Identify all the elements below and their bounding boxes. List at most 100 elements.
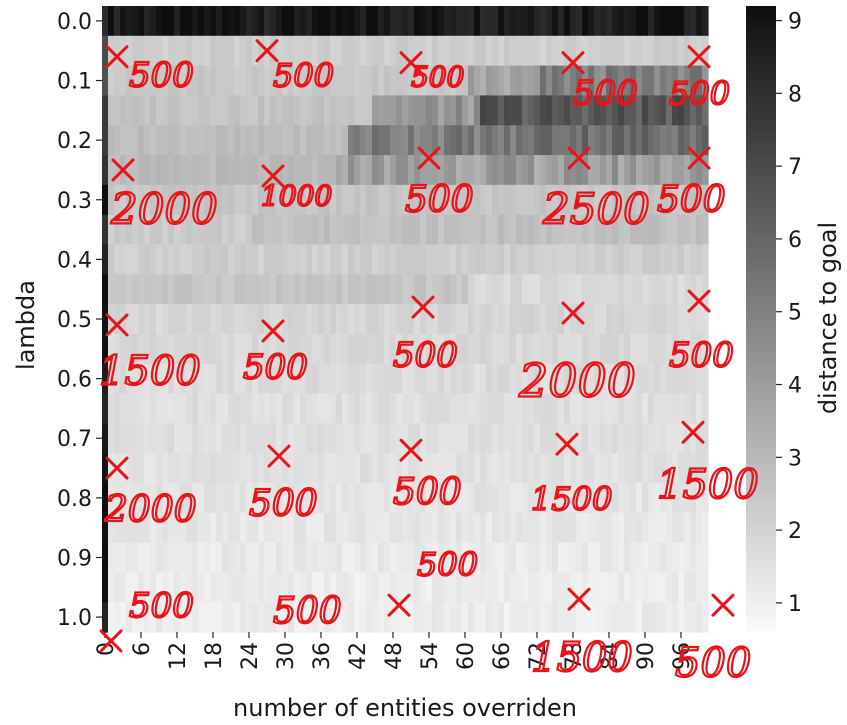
heatmap-cell xyxy=(624,572,631,603)
heatmap-cell xyxy=(336,304,343,335)
heatmap-cell xyxy=(366,304,373,335)
heatmap-cell xyxy=(474,393,481,424)
heatmap-cell xyxy=(210,363,217,395)
x-tick-label: 42 xyxy=(346,642,371,670)
heatmap-cell xyxy=(582,542,589,573)
heatmap-cell xyxy=(612,393,619,424)
heatmap-cell xyxy=(702,304,709,335)
heatmap-cell xyxy=(186,125,193,156)
heatmap-cell xyxy=(180,125,187,156)
heatmap-cell xyxy=(450,512,457,544)
heatmap-cell xyxy=(570,542,577,573)
heatmap-cell xyxy=(288,602,295,633)
heatmap-cell xyxy=(696,363,703,395)
heatmap-cell xyxy=(138,482,145,514)
heatmap-cell xyxy=(654,482,661,514)
heatmap-cell xyxy=(168,274,175,305)
heatmap-cell xyxy=(324,393,331,424)
heatmap-cell xyxy=(132,35,139,67)
heatmap-cell xyxy=(174,214,181,246)
heatmap-cell xyxy=(126,95,133,126)
heatmap-cell xyxy=(252,95,259,126)
heatmap-cell xyxy=(288,512,295,544)
heatmap-cell xyxy=(534,423,541,454)
heatmap-cell xyxy=(186,65,193,97)
heatmap-cell xyxy=(204,304,211,335)
heatmap-cell xyxy=(432,244,439,275)
heatmap-cell xyxy=(660,6,667,37)
heatmap-cell xyxy=(624,333,631,365)
heatmap-cell xyxy=(378,304,385,335)
heatmap-cell xyxy=(462,482,469,514)
heatmap-cell xyxy=(198,274,205,305)
heatmap-cell xyxy=(366,6,373,37)
heatmap-cell xyxy=(120,184,127,216)
heatmap-cell xyxy=(480,333,487,365)
heatmap-cell xyxy=(696,393,703,424)
heatmap-cell xyxy=(558,6,565,37)
heatmap-cell xyxy=(360,274,367,305)
heatmap-cell xyxy=(582,6,589,37)
heatmap-cell xyxy=(444,155,451,186)
heatmap-cell xyxy=(612,6,619,37)
heatmap-cell xyxy=(276,423,283,454)
heatmap-cell xyxy=(216,274,223,305)
heatmap-cell xyxy=(150,453,157,484)
heatmap-cell xyxy=(300,95,307,126)
heatmap-cell xyxy=(282,95,289,126)
heatmap-cell xyxy=(276,274,283,305)
heatmap-cell xyxy=(204,184,211,216)
heatmap-cell xyxy=(150,304,157,335)
heatmap-cell xyxy=(126,35,133,67)
heatmap-cell xyxy=(426,244,433,275)
heatmap-cell xyxy=(588,244,595,275)
heatmap-cell xyxy=(528,304,535,335)
heatmap-cell xyxy=(144,95,151,126)
heatmap-cell xyxy=(228,482,235,514)
heatmap-cell xyxy=(228,125,235,156)
heatmap-cell xyxy=(672,35,679,67)
heatmap-cell xyxy=(150,125,157,156)
heatmap-cell xyxy=(636,214,643,246)
heatmap-cell xyxy=(702,542,709,573)
heatmap-cell xyxy=(300,363,307,395)
annotation-cross xyxy=(111,158,135,182)
heatmap-cell xyxy=(504,6,511,37)
heatmap-cell xyxy=(588,35,595,67)
heatmap-cell xyxy=(558,35,565,67)
heatmap-cell xyxy=(642,65,649,97)
heatmap-cell xyxy=(390,304,397,335)
heatmap-cell xyxy=(108,363,115,395)
heatmap-cell xyxy=(180,65,187,97)
heatmap-cell xyxy=(576,572,583,603)
heatmap-cell xyxy=(360,572,367,603)
heatmap-cell xyxy=(390,453,397,484)
heatmap-cell xyxy=(612,453,619,484)
heatmap-cell xyxy=(264,512,271,544)
heatmap-cell xyxy=(210,125,217,156)
heatmap-cell xyxy=(678,6,685,37)
heatmap-cell xyxy=(426,304,433,335)
heatmap-cell xyxy=(474,363,481,395)
heatmap-cell xyxy=(444,244,451,275)
heatmap-cell xyxy=(108,6,115,37)
heatmap-cell xyxy=(258,602,265,633)
heatmap-cell xyxy=(390,214,397,246)
heatmap-cell xyxy=(402,453,409,484)
heatmap-cell xyxy=(114,274,121,305)
heatmap-cell xyxy=(354,333,361,365)
heatmap-cell xyxy=(618,304,625,335)
heatmap-cell xyxy=(696,512,703,544)
heatmap-cell xyxy=(174,333,181,365)
heatmap-cell xyxy=(636,423,643,454)
heatmap-cell xyxy=(438,482,445,514)
heatmap-cell xyxy=(180,363,187,395)
heatmap-cell xyxy=(228,423,235,454)
heatmap-cell xyxy=(234,602,241,633)
heatmap-cell xyxy=(342,453,349,484)
heatmap-cell xyxy=(648,572,655,603)
heatmap-cell xyxy=(636,184,643,216)
x-tick-label: 6 xyxy=(130,642,155,656)
heatmap-cell xyxy=(690,65,697,97)
